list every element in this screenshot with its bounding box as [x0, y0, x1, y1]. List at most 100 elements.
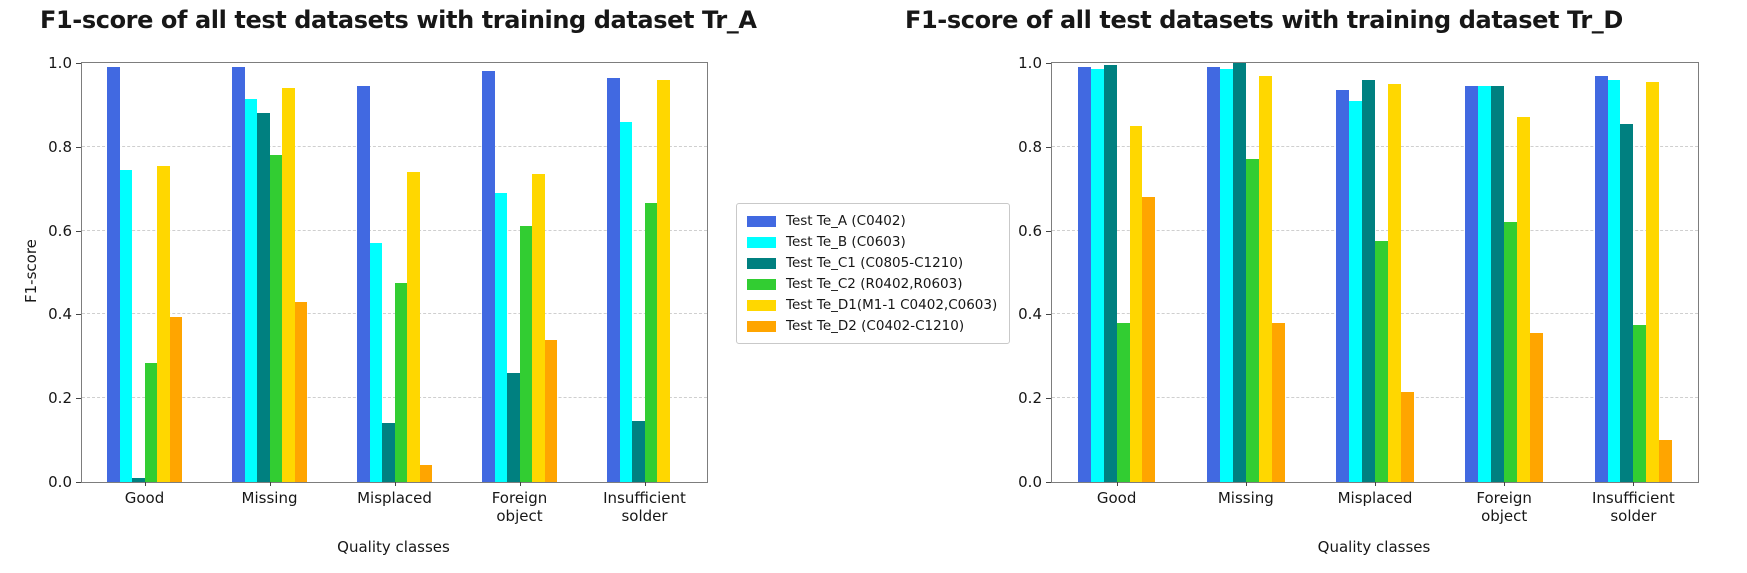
y-tick-label: 0.4 [1018, 305, 1042, 324]
bar [144, 362, 157, 482]
bar [1646, 81, 1660, 482]
bar-cluster [82, 67, 207, 482]
y-tick [1046, 146, 1051, 148]
legend-swatch [747, 278, 776, 290]
x-tick [269, 482, 271, 486]
bar [544, 339, 557, 482]
category-group [207, 63, 332, 482]
y-tick [1046, 230, 1051, 232]
bar [1090, 69, 1104, 482]
gridline [1052, 145, 1698, 147]
x-tick [1116, 482, 1118, 486]
chart-title: F1-score of all test datasets with train… [905, 6, 1623, 34]
bar [1349, 100, 1363, 482]
y-tick [1046, 398, 1051, 400]
bar [119, 169, 132, 482]
bar [1633, 324, 1647, 482]
y-tick-label: 0.6 [1018, 221, 1042, 240]
bar [1245, 159, 1259, 482]
legend-label: Test Te_B (C0603) [786, 234, 906, 250]
bar [1478, 86, 1492, 482]
bar [269, 155, 282, 482]
bar [1142, 197, 1156, 482]
x-tick-label: Insufficient solder [603, 489, 686, 525]
bar [1620, 123, 1634, 482]
legend-swatch [747, 236, 776, 248]
bar [1258, 75, 1272, 482]
bar [382, 423, 395, 482]
bar [294, 301, 307, 482]
x-tick-label: Misplaced [357, 489, 432, 507]
bar [507, 373, 520, 482]
bar [532, 174, 545, 482]
legend-entry: Test Te_C2 (R0402,R0603) [747, 276, 997, 292]
bar [657, 79, 670, 482]
category-group [1440, 63, 1569, 482]
bar [407, 171, 420, 482]
bar [1517, 117, 1530, 482]
bar [1271, 322, 1285, 482]
bar [257, 113, 270, 482]
bar [1659, 440, 1673, 482]
bar-cluster [207, 67, 332, 482]
bar-cluster [1440, 86, 1569, 482]
bar-cluster [1052, 65, 1181, 482]
y-tick-label: 0.0 [1018, 473, 1042, 491]
x-tick-label: Insufficient solder [1591, 489, 1675, 525]
bar [632, 421, 645, 482]
legend-entry: Test Te_B (C0603) [747, 234, 997, 250]
bar [1400, 391, 1414, 482]
bar [1219, 69, 1233, 482]
bar [1504, 222, 1518, 482]
legend-swatch [747, 299, 776, 311]
bar [369, 243, 382, 482]
x-tick [1504, 482, 1506, 486]
bar-cluster [582, 77, 707, 482]
x-tick-label: Misplaced [1337, 489, 1413, 507]
bar [1491, 86, 1505, 482]
bar [169, 316, 182, 482]
bar-cluster [1310, 79, 1439, 482]
y-tick-label: 0.2 [48, 389, 72, 408]
legend-entry: Test Te_D2 (C0402-C1210) [747, 318, 997, 334]
bar [232, 67, 245, 482]
bar [282, 88, 295, 482]
bar [1116, 322, 1130, 482]
y-tick [1046, 482, 1051, 483]
y-tick-label: 0.0 [48, 473, 72, 491]
legend: Test Te_A (C0402) Test Te_B (C0603) Test T… [736, 203, 1011, 344]
y-tick-label: 0.8 [48, 137, 72, 156]
legend-label: Test Te_D1(M1-1 C0402,C0603) [786, 297, 998, 313]
category-group [1310, 63, 1439, 482]
bar [107, 67, 120, 482]
x-tick [519, 482, 521, 486]
x-tick [144, 482, 146, 486]
plot-area: Good Missing Misplaced Foreign object Insuff… [48, 54, 708, 525]
chart-title: F1-score of all test datasets with train… [40, 6, 757, 34]
x-tick [644, 482, 646, 486]
bar-cluster [457, 71, 582, 482]
y-tick [76, 482, 81, 483]
bar [1465, 86, 1479, 482]
y-tick-label: 0.8 [1018, 137, 1042, 156]
category-group [1181, 63, 1310, 482]
bar [644, 203, 657, 482]
x-tick-label: Missing [241, 489, 298, 507]
category-group [1569, 63, 1698, 482]
legend-entry: Test Te_A (C0402) [747, 213, 997, 229]
y-tick [1046, 314, 1051, 316]
bar [1374, 241, 1388, 482]
y-tick-label: 1.0 [1018, 54, 1042, 72]
legend-label: Test Te_C1 (C0805-C1210) [786, 255, 964, 271]
bar [1103, 65, 1117, 482]
x-tick-label: Foreign object [491, 489, 548, 525]
bar [1077, 67, 1091, 482]
y-tick-label: 1.0 [48, 54, 72, 72]
y-tick [76, 63, 81, 64]
y-axis-label: F1-score [22, 239, 40, 303]
x-axis-label: Quality classes [1317, 538, 1431, 556]
bar [244, 98, 257, 482]
y-tick [76, 230, 81, 232]
bar [157, 165, 170, 482]
